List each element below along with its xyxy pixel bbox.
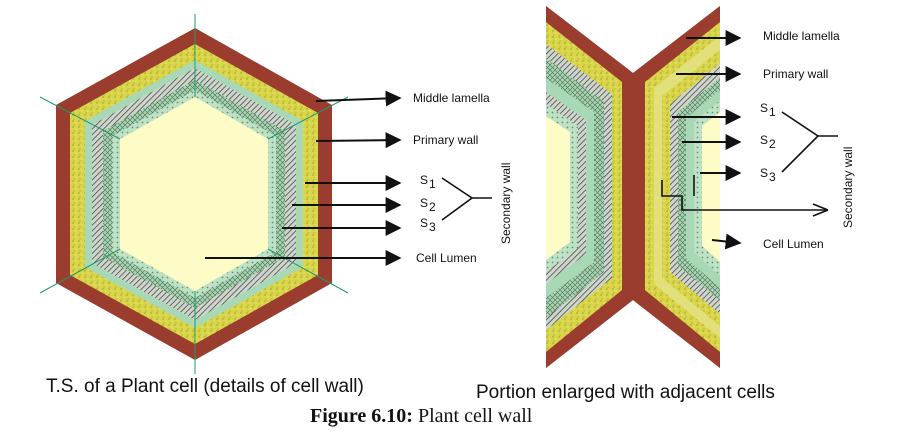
right-caption: Portion enlarged with adjacent cells — [476, 382, 775, 403]
svg-text:S: S — [760, 166, 768, 180]
enlarged-right-cell — [645, 22, 720, 352]
right-label-middle-lamella: Middle lamella — [763, 29, 840, 43]
hex-guide-lines — [39, 14, 349, 374]
right-label-cell-lumen: Cell Lumen — [763, 237, 824, 251]
svg-text:S: S — [760, 133, 768, 147]
left-label-cell-lumen: Cell Lumen — [416, 251, 477, 265]
hexagon-cell-section — [39, 14, 349, 374]
left-pointer-arrows — [205, 90, 402, 266]
left-label-middle-lamella: Middle lamella — [413, 91, 490, 105]
left-secondary-bracket — [441, 177, 492, 221]
right-pointer-arrows — [672, 30, 742, 250]
enlarged-wall-section — [546, 6, 720, 368]
svg-text:1: 1 — [769, 105, 776, 119]
figure-title-text: Plant cell wall — [417, 405, 533, 427]
figure-number: Figure 6.10: — [310, 405, 413, 427]
left-label-secondary-wall: Secondary wall — [499, 163, 513, 244]
right-label-secondary-wall: Secondary wall — [841, 147, 855, 228]
svg-text:S: S — [420, 196, 428, 210]
left-label-s3: S 3 — [420, 216, 436, 234]
svg-text:2: 2 — [429, 200, 436, 214]
svg-text:1: 1 — [429, 177, 436, 191]
svg-text:3: 3 — [429, 220, 436, 234]
left-label-primary-wall: Primary wall — [413, 133, 478, 147]
left-label-s2: S 2 — [420, 196, 436, 214]
svg-text:3: 3 — [769, 170, 776, 184]
svg-text:S: S — [420, 216, 428, 230]
enlarged-left-cell — [546, 22, 622, 352]
hex-cell-lumen — [120, 97, 268, 291]
left-label-s1: S 1 — [420, 173, 436, 191]
right-label-s2: S 2 — [760, 133, 776, 151]
right-secondary-bracket — [781, 111, 838, 173]
left-caption: T.S. of a Plant cell (details of cell wa… — [46, 376, 364, 397]
svg-text:S: S — [760, 101, 768, 115]
right-label-s1: S 1 — [760, 101, 776, 119]
right-label-s3: S 3 — [760, 166, 776, 184]
svg-text:S: S — [420, 173, 428, 187]
right-wall-bracket — [661, 175, 829, 217]
svg-text:2: 2 — [769, 137, 776, 151]
figure-title: Figure 6.10: Plant cell wall — [310, 405, 532, 428]
right-label-primary-wall: Primary wall — [763, 67, 828, 81]
